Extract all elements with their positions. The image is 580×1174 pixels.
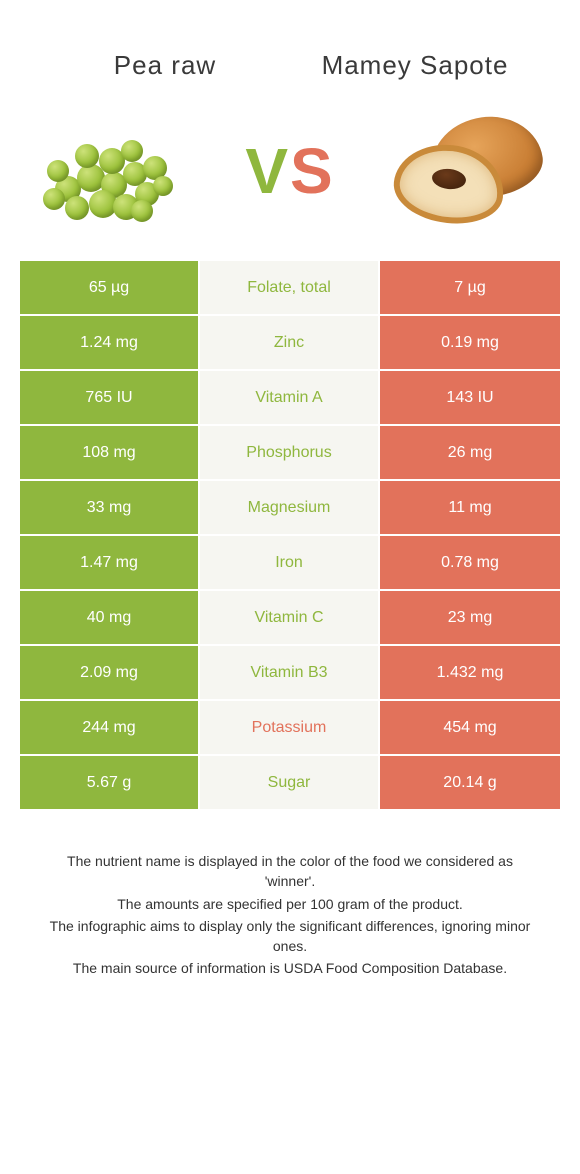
nutrient-name-cell: Vitamin C (200, 591, 380, 644)
nutrient-table: 65 µgFolate, total7 µg1.24 mgZinc0.19 mg… (20, 261, 560, 811)
right-value-cell: 23 mg (380, 591, 560, 644)
pea-icon (65, 196, 89, 220)
left-value-cell: 40 mg (20, 591, 200, 644)
nutrient-name-cell: Potassium (200, 701, 380, 754)
right-value-cell: 454 mg (380, 701, 560, 754)
pea-icon (121, 140, 143, 162)
vs-v-letter: V (245, 135, 290, 207)
nutrient-row: 2.09 mgVitamin B31.432 mg (20, 646, 560, 701)
nutrient-row: 108 mgPhosphorus26 mg (20, 426, 560, 481)
pea-icon (75, 144, 99, 168)
right-value-cell: 0.78 mg (380, 536, 560, 589)
footnote-line: The infographic aims to display only the… (40, 916, 540, 957)
pea-illustration (35, 116, 185, 226)
right-value-cell: 0.19 mg (380, 316, 560, 369)
footnotes: The nutrient name is displayed in the co… (40, 851, 540, 979)
footnote-line: The nutrient name is displayed in the co… (40, 851, 540, 892)
nutrient-row: 1.24 mgZinc0.19 mg (20, 316, 560, 371)
right-value-cell: 7 µg (380, 261, 560, 314)
nutrient-row: 765 IUVitamin A143 IU (20, 371, 560, 426)
images-row: VS (0, 101, 580, 261)
nutrient-name-cell: Zinc (200, 316, 380, 369)
footnote-line: The amounts are specified per 100 gram o… (40, 894, 540, 914)
pea-icon (43, 188, 65, 210)
vs-s-letter: S (290, 135, 335, 207)
right-value-cell: 26 mg (380, 426, 560, 479)
left-value-cell: 33 mg (20, 481, 200, 534)
pea-icon (131, 200, 153, 222)
nutrient-name-cell: Iron (200, 536, 380, 589)
left-value-cell: 765 IU (20, 371, 200, 424)
nutrient-row: 244 mgPotassium454 mg (20, 701, 560, 756)
right-value-cell: 20.14 g (380, 756, 560, 809)
nutrient-row: 5.67 gSugar20.14 g (20, 756, 560, 811)
nutrient-name-cell: Folate, total (200, 261, 380, 314)
nutrient-name-cell: Phosphorus (200, 426, 380, 479)
right-food-image (390, 111, 550, 231)
right-value-cell: 143 IU (380, 371, 560, 424)
nutrient-row: 33 mgMagnesium11 mg (20, 481, 560, 536)
right-food-title: Mamey Sapote (290, 50, 540, 81)
nutrient-name-cell: Magnesium (200, 481, 380, 534)
left-value-cell: 65 µg (20, 261, 200, 314)
left-value-cell: 1.24 mg (20, 316, 200, 369)
pea-icon (153, 176, 173, 196)
right-value-cell: 1.432 mg (380, 646, 560, 699)
infographic-container: Pea raw Mamey Sapote VS 65 µgFolate, tot… (0, 0, 580, 979)
left-value-cell: 1.47 mg (20, 536, 200, 589)
header-row: Pea raw Mamey Sapote (0, 0, 580, 101)
left-value-cell: 244 mg (20, 701, 200, 754)
footnote-line: The main source of information is USDA F… (40, 958, 540, 978)
left-value-cell: 2.09 mg (20, 646, 200, 699)
right-value-cell: 11 mg (380, 481, 560, 534)
nutrient-name-cell: Vitamin A (200, 371, 380, 424)
mamey-illustration (390, 111, 550, 231)
nutrient-row: 65 µgFolate, total7 µg (20, 261, 560, 316)
nutrient-name-cell: Sugar (200, 756, 380, 809)
nutrient-row: 40 mgVitamin C23 mg (20, 591, 560, 646)
left-value-cell: 108 mg (20, 426, 200, 479)
pea-icon (47, 160, 69, 182)
nutrient-row: 1.47 mgIron0.78 mg (20, 536, 560, 591)
left-food-image (30, 111, 190, 231)
vs-label: VS (245, 134, 334, 208)
left-value-cell: 5.67 g (20, 756, 200, 809)
left-food-title: Pea raw (40, 50, 290, 81)
nutrient-name-cell: Vitamin B3 (200, 646, 380, 699)
